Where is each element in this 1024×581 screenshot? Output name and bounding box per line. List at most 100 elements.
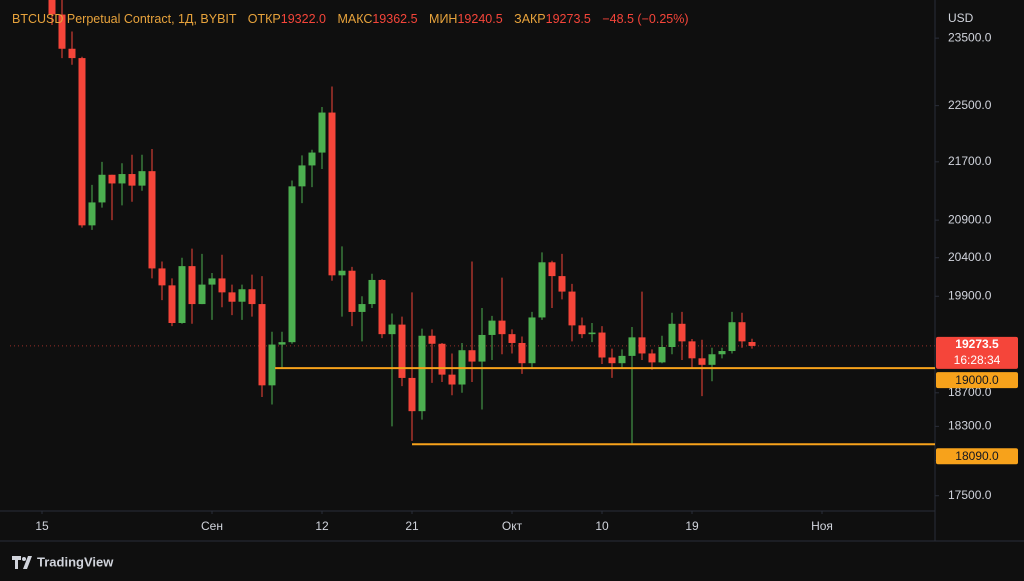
candle-body — [318, 112, 326, 153]
candle-body — [408, 377, 416, 412]
candle-body — [528, 317, 536, 364]
candle-body — [428, 335, 436, 344]
candle-body — [128, 174, 136, 186]
candle-body — [438, 343, 446, 375]
candle-body — [478, 334, 486, 362]
candle-body — [418, 335, 426, 412]
brand-logo: TradingView — [12, 554, 114, 569]
candle-body — [218, 278, 226, 293]
candle-body — [688, 341, 696, 359]
field-value: 19362.5 — [372, 12, 417, 26]
candle-body — [638, 337, 646, 354]
candle-body — [158, 268, 166, 286]
x-tick-label: Сен — [201, 519, 223, 533]
candle-body — [348, 270, 356, 312]
candle-body — [508, 334, 516, 343]
candle-body — [698, 358, 706, 365]
candle-body — [118, 174, 126, 184]
candle-body — [388, 324, 396, 335]
field-name: ОТКР — [248, 12, 281, 26]
candle-body — [138, 171, 146, 186]
level-label-box — [936, 372, 1018, 389]
candle-body — [498, 320, 506, 335]
candle-body — [168, 285, 176, 324]
candle-body — [598, 332, 606, 358]
candle-body — [278, 342, 286, 345]
level-label-box — [936, 448, 1018, 465]
candle-body — [558, 276, 566, 292]
logo-dot — [22, 557, 26, 561]
candle-body — [98, 174, 106, 203]
candle-body — [328, 112, 336, 276]
x-tick-label: Ноя — [811, 519, 833, 533]
y-tick-label: 18300.0 — [948, 419, 992, 433]
candle-body — [618, 355, 626, 364]
candle-body — [738, 322, 746, 342]
x-tick-label: 15 — [35, 519, 49, 533]
candle-body — [268, 344, 276, 386]
candle-body — [588, 332, 596, 335]
candle-body — [178, 266, 186, 324]
candle-body — [338, 270, 346, 276]
header-line: BTCUSD Perpetual Contract, 1Д, BYBIT ОТК… — [12, 12, 689, 26]
candle-body — [358, 304, 366, 312]
candle-body — [668, 323, 676, 347]
candle-body — [228, 292, 236, 302]
field-name: МИН — [429, 12, 457, 26]
brand-name: TradingView — [37, 554, 114, 569]
logo-icon — [12, 556, 32, 569]
candle-body — [88, 202, 96, 226]
candle-body — [578, 325, 586, 335]
candle-body — [398, 324, 406, 378]
candle-body — [708, 354, 716, 365]
candle-body — [468, 350, 476, 362]
candle-body — [48, 0, 56, 15]
candle-body — [198, 284, 206, 305]
candle-body — [718, 351, 726, 355]
candle-body — [648, 353, 656, 363]
y-tick-label: 19900.0 — [948, 288, 992, 302]
candle-body — [538, 262, 546, 318]
currency-label: USD — [948, 11, 974, 25]
level-label: 18090.0 — [955, 449, 999, 463]
candle-body — [548, 262, 556, 277]
x-tick-label: 10 — [595, 519, 609, 533]
candle-body — [728, 322, 736, 352]
candle-body — [68, 48, 76, 59]
x-tick-label: 21 — [405, 519, 419, 533]
y-tick-label: 17500.0 — [948, 488, 992, 502]
candle-body — [248, 289, 256, 305]
field-value: 19273.5 — [546, 12, 591, 26]
candle-body — [748, 342, 756, 346]
x-tick-label: 12 — [315, 519, 329, 533]
candle-body — [258, 304, 266, 386]
y-tick-label: 20400.0 — [948, 250, 992, 264]
candle-body — [608, 357, 616, 364]
candle-body — [518, 342, 526, 364]
candle-body — [58, 14, 66, 49]
y-tick-label: 23500.0 — [948, 30, 992, 44]
candle-body — [678, 323, 686, 342]
price-label: 19273.5 — [955, 337, 999, 351]
candle-body — [78, 58, 86, 226]
candle-body — [658, 346, 666, 363]
legend: BTCUSD Perpetual Contract, 1Д, BYBIT ОТК… — [12, 12, 689, 26]
candle-body — [108, 174, 116, 184]
candle-body — [448, 374, 456, 385]
field-value: 19240.5 — [457, 12, 502, 26]
x-tick-label: 19 — [685, 519, 699, 533]
y-tick-label: 22500.0 — [948, 98, 992, 112]
field-name: ЗАКР — [514, 12, 546, 26]
candle-body — [188, 266, 196, 305]
countdown-label: 16:28:34 — [954, 353, 1001, 367]
candle-body — [288, 186, 296, 343]
candle-body — [208, 278, 216, 285]
candle-body — [568, 291, 576, 326]
field-value: 19322.0 — [281, 12, 326, 26]
candle-body — [148, 171, 156, 269]
change: −48.5 (−0.25%) — [602, 12, 688, 26]
y-tick-label: 18700.0 — [948, 385, 992, 399]
candle-body — [368, 279, 376, 305]
y-tick-label: 20900.0 — [948, 212, 992, 226]
